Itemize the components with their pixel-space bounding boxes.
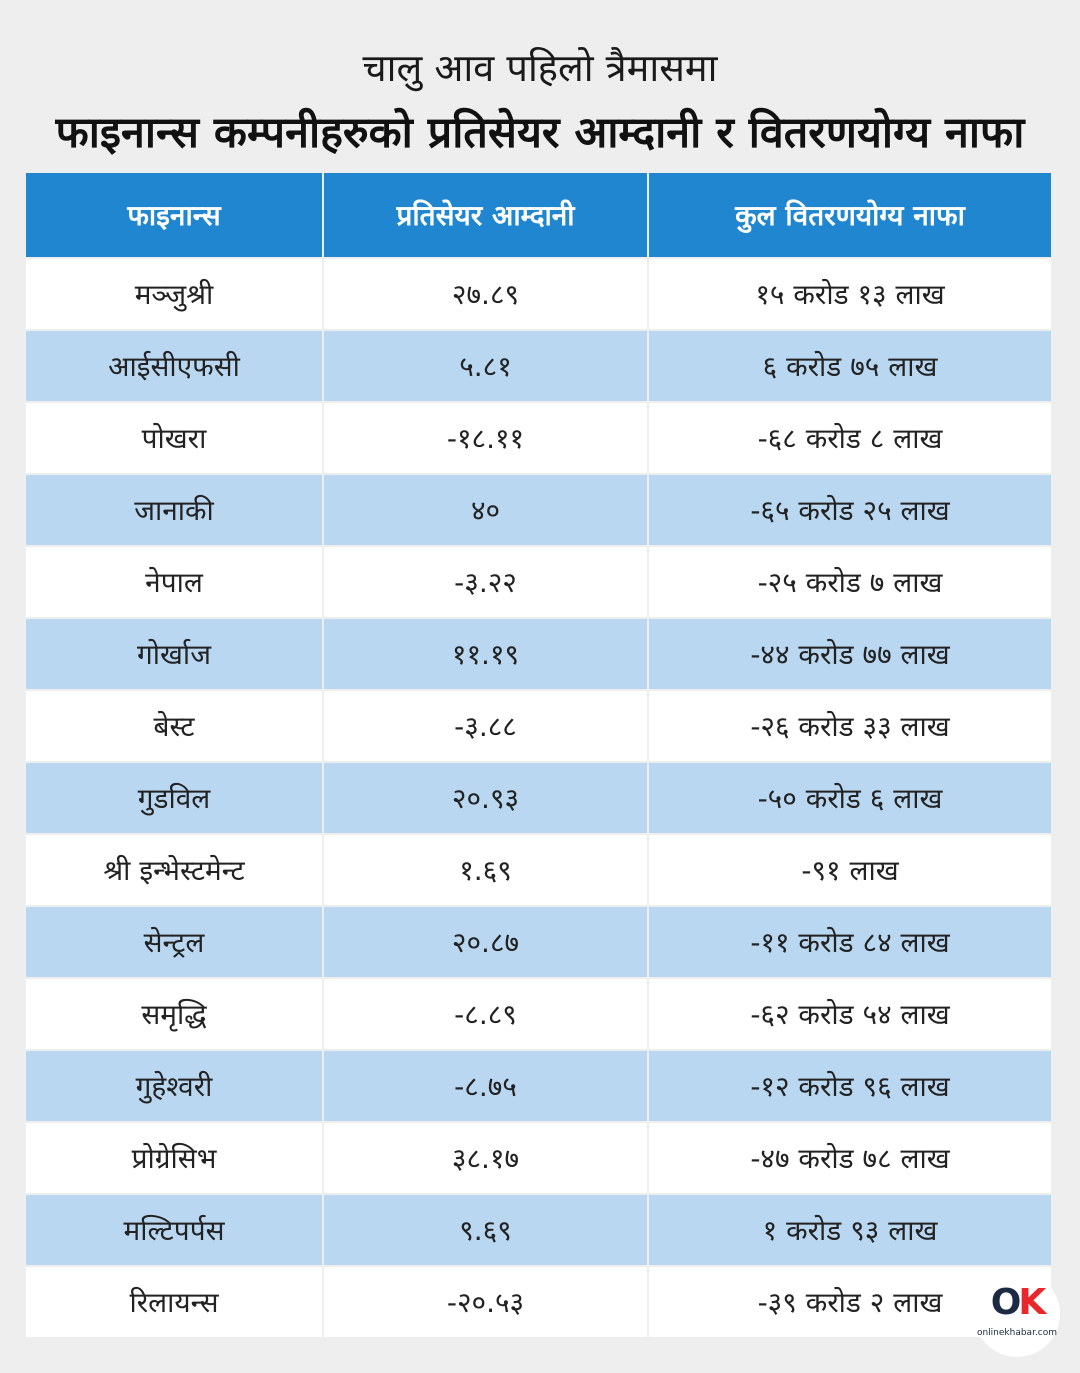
cell-distributable-profit: -९१ लाख [647, 833, 1053, 907]
cell-distributable-profit: -४४ करोड ७७ लाख [647, 617, 1053, 691]
table-row: गोर्खाज ११.१९ -४४ करोड ७७ लाख [24, 617, 1053, 691]
cell-eps: -२०.५३ [322, 1265, 649, 1339]
cell-distributable-profit: -६२ करोड ५४ लाख [647, 977, 1053, 1051]
table-row: गुहेश्वरी -८.७५ -१२ करोड ९६ लाख [24, 1049, 1053, 1123]
cell-finance: प्रोग्रेसिभ [24, 1121, 324, 1195]
table-header-row: फाइनान्स प्रतिसेयर आम्दानी कुल वितरणयोग्… [24, 173, 1053, 258]
cell-distributable-profit: -६८ करोड ८ लाख [647, 401, 1053, 475]
cell-eps: -८.७५ [322, 1049, 649, 1123]
table-row: नेपाल -३.२२ -२५ करोड ७ लाख [24, 545, 1053, 619]
cell-finance: श्री इन्भेस्टमेन्ट [24, 833, 324, 907]
cell-distributable-profit: १५ करोड १३ लाख [647, 257, 1053, 331]
cell-eps: ५.८१ [322, 329, 649, 403]
table-row: रिलायन्स -२०.५३ -३९ करोड २ लाख [24, 1265, 1053, 1339]
cell-eps: २०.९३ [322, 761, 649, 835]
cell-eps: २०.८७ [322, 905, 649, 979]
header-eps: प्रतिसेयर आम्दानी [322, 173, 649, 258]
cell-eps: ३८.१७ [322, 1121, 649, 1195]
table-row: गुडविल २०.९३ -५० करोड ६ लाख [24, 761, 1053, 835]
cell-eps: २७.८९ [322, 257, 649, 331]
onlinekhabar-logo: OK onlinekhabar.com [974, 1271, 1060, 1357]
cell-finance: गुहेश्वरी [24, 1049, 324, 1123]
table-row: समृद्धि -८.८९ -६२ करोड ५४ लाख [24, 977, 1053, 1051]
table-row: मल्टिपर्पस ९.६९ १ करोड ९३ लाख [24, 1193, 1053, 1267]
logo-mark: OK [990, 1282, 1047, 1323]
cell-finance: मञ्जुश्री [24, 257, 324, 331]
cell-distributable-profit: -४७ करोड ७८ लाख [647, 1121, 1053, 1195]
title-line-1: चालु आव पहिलो त्रैमासमा [362, 46, 718, 90]
cell-eps: १.६९ [322, 833, 649, 907]
cell-eps: ९.६९ [322, 1193, 649, 1267]
cell-distributable-profit: -२६ करोड ३३ लाख [647, 689, 1053, 763]
cell-distributable-profit: -११ करोड ८४ लाख [647, 905, 1053, 979]
table-row: मञ्जुश्री २७.८९ १५ करोड १३ लाख [24, 257, 1053, 331]
cell-finance: समृद्धि [24, 977, 324, 1051]
cell-eps: -१८.११ [322, 401, 649, 475]
cell-finance: सेन्ट्रल [24, 905, 324, 979]
table-row: जानाकी ४० -६५ करोड २५ लाख [24, 473, 1053, 547]
cell-distributable-profit: ६ करोड ७५ लाख [647, 329, 1053, 403]
cell-eps: -३.८८ [322, 689, 649, 763]
header-distributable-profit: कुल वितरणयोग्य नाफा [647, 173, 1053, 258]
logo-text: onlinekhabar.com [976, 1328, 1058, 1338]
table-row: आईसीएफसी ५.८१ ६ करोड ७५ लाख [24, 329, 1053, 403]
cell-eps: ११.१९ [322, 617, 649, 691]
cell-finance: गोर्खाज [24, 617, 324, 691]
cell-finance: गुडविल [24, 761, 324, 835]
cell-finance: रिलायन्स [24, 1265, 324, 1339]
table-row: सेन्ट्रल २०.८७ -११ करोड ८४ लाख [24, 905, 1053, 979]
finance-eps-table: फाइनान्स प्रतिसेयर आम्दानी कुल वितरणयोग्… [24, 173, 1053, 1339]
cell-eps: ४० [322, 473, 649, 547]
cell-distributable-profit: -२५ करोड ७ लाख [647, 545, 1053, 619]
cell-distributable-profit: -१२ करोड ९६ लाख [647, 1049, 1053, 1123]
cell-distributable-profit: १ करोड ९३ लाख [647, 1193, 1053, 1267]
cell-distributable-profit: -६५ करोड २५ लाख [647, 473, 1053, 547]
title-line-2: फाइनान्स कम्पनीहरुको प्रतिसेयर आम्दानी र… [55, 108, 1025, 158]
cell-finance: पोखरा [24, 401, 324, 475]
cell-finance: जानाकी [24, 473, 324, 547]
cell-finance: नेपाल [24, 545, 324, 619]
cell-eps: -८.८९ [322, 977, 649, 1051]
table-row: प्रोग्रेसिभ ३८.१७ -४७ करोड ७८ लाख [24, 1121, 1053, 1195]
table-row: बेस्ट -३.८८ -२६ करोड ३३ लाख [24, 689, 1053, 763]
table-row: पोखरा -१८.११ -६८ करोड ८ लाख [24, 401, 1053, 475]
cell-finance: मल्टिपर्पस [24, 1193, 324, 1267]
cell-distributable-profit: -५० करोड ६ लाख [647, 761, 1053, 835]
cell-finance: आईसीएफसी [24, 329, 324, 403]
cell-eps: -३.२२ [322, 545, 649, 619]
cell-finance: बेस्ट [24, 689, 324, 763]
table-row: श्री इन्भेस्टमेन्ट १.६९ -९१ लाख [24, 833, 1053, 907]
header-finance: फाइनान्स [24, 173, 324, 258]
